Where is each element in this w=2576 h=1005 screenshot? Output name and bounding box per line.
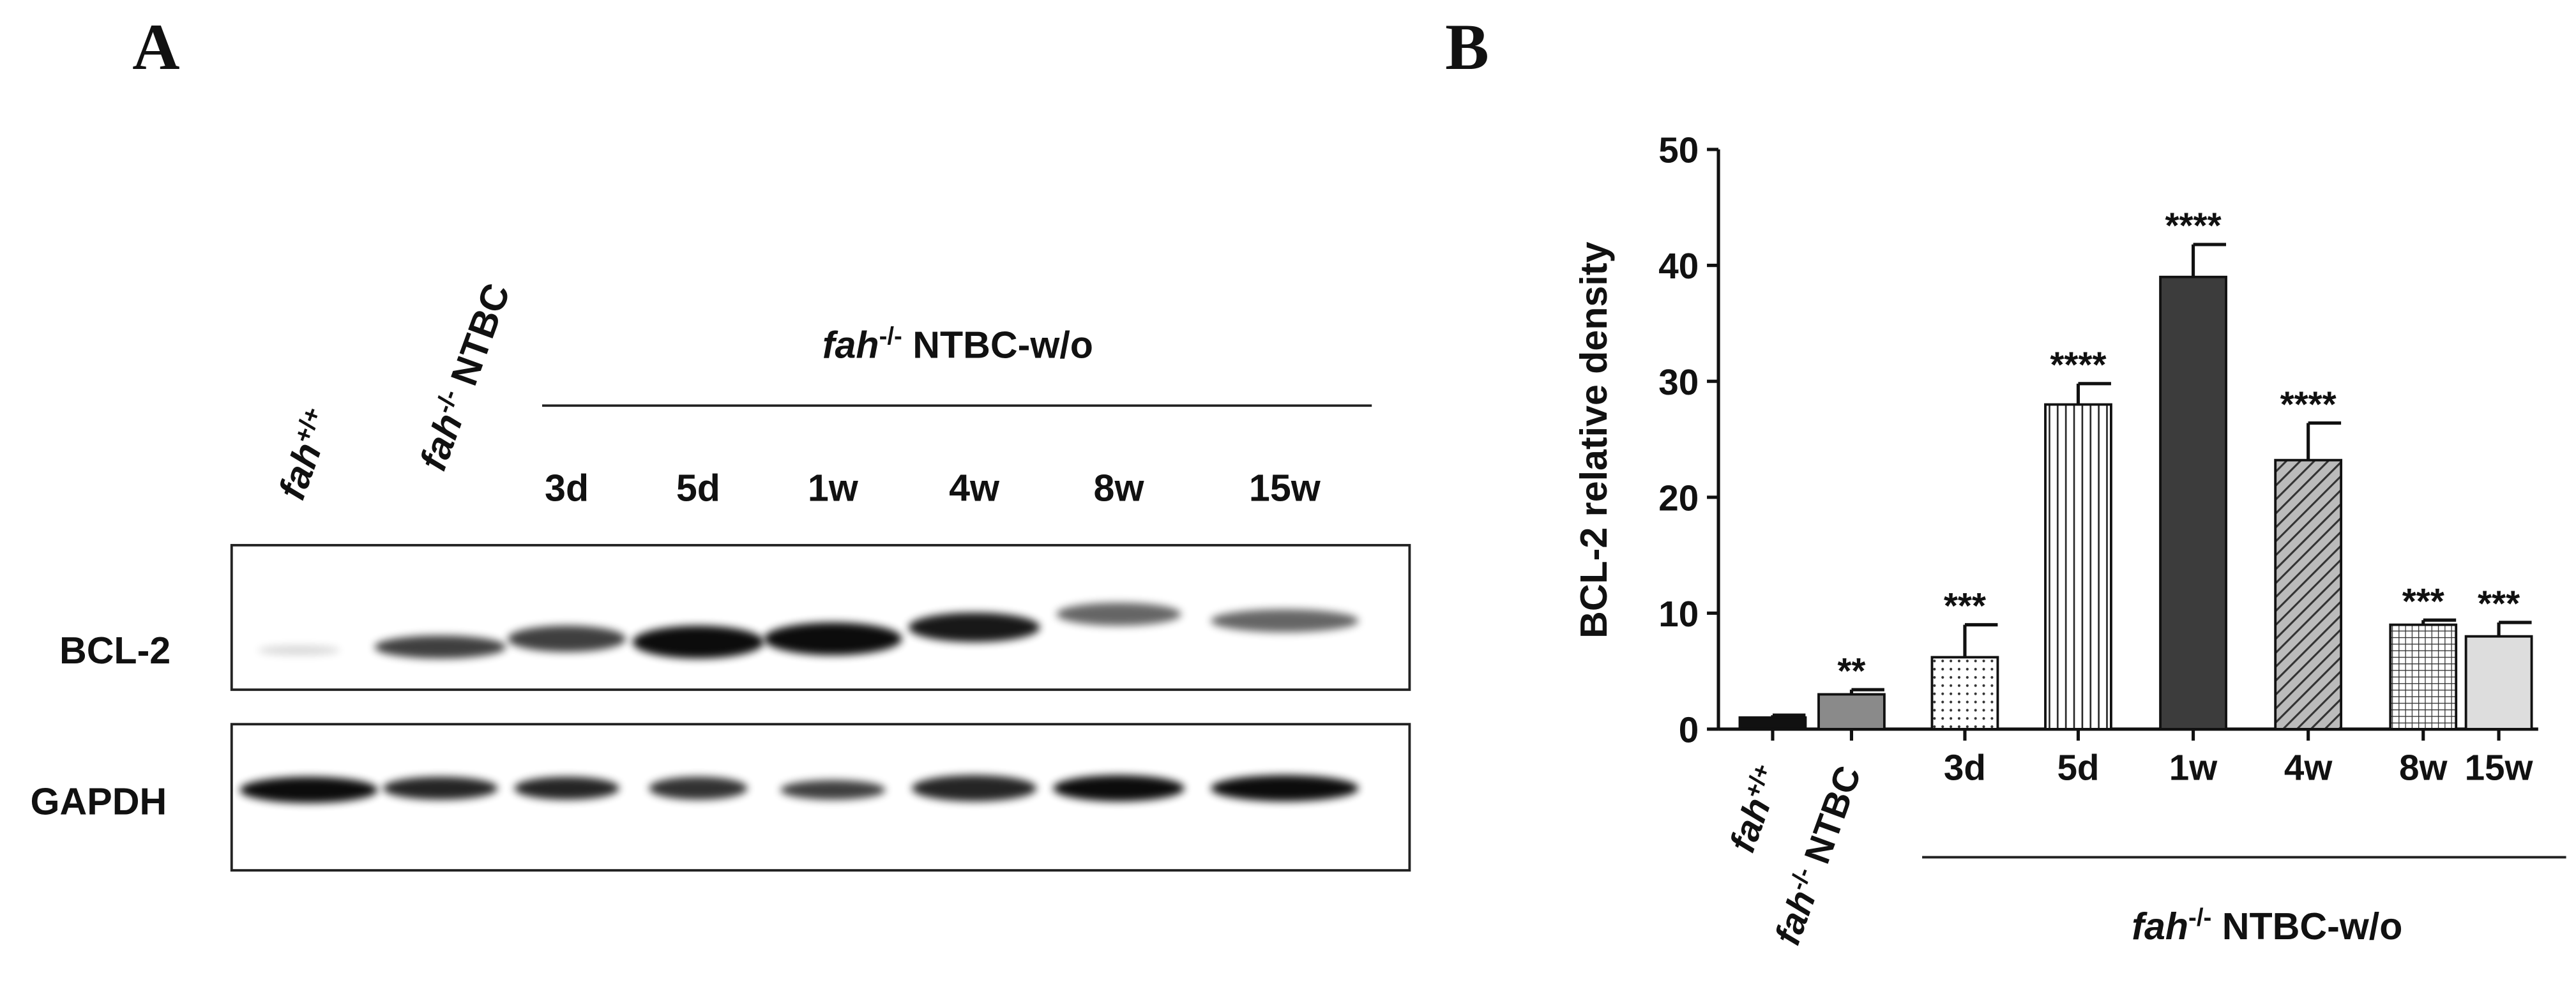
row-label: BCL-2 xyxy=(59,629,170,672)
blot-band xyxy=(257,645,340,656)
y-tick-label: 10 xyxy=(1658,594,1699,634)
error-bar xyxy=(1771,713,1806,718)
blot-band xyxy=(764,622,902,656)
lane-label: 1w xyxy=(808,466,859,509)
y-tick-label: 50 xyxy=(1658,130,1699,170)
significance-label: **** xyxy=(2050,345,2106,385)
blot-band xyxy=(911,775,1037,802)
error-bar xyxy=(1849,688,1884,695)
x-tick-label: fah-/- NTBC xyxy=(1766,760,1869,949)
y-tick-label: 40 xyxy=(1658,246,1699,286)
lane-label: fah-/- NTBC xyxy=(410,277,518,476)
error-bar xyxy=(2307,421,2342,460)
lane-label: fah+/+ xyxy=(269,404,342,505)
bar xyxy=(1817,693,1886,730)
blot-band xyxy=(1211,775,1359,802)
significance-label: *** xyxy=(2402,581,2444,621)
lane-label: 3d xyxy=(545,466,589,509)
lane-label: 5d xyxy=(676,466,720,509)
label-text: NTBC-w/o xyxy=(902,324,1093,366)
x-tick-label: 15w xyxy=(2465,748,2534,788)
y-axis-label: BCL-2 relative density xyxy=(1572,242,1615,639)
error-bar xyxy=(1963,623,1998,658)
bar xyxy=(2044,403,2112,730)
significance-label: *** xyxy=(2478,584,2520,624)
bar xyxy=(1930,656,1999,730)
error-bar xyxy=(2191,243,2227,277)
label-italic: fah xyxy=(822,324,879,366)
label-text: NTBC xyxy=(439,278,519,401)
error-bar xyxy=(2421,618,2457,625)
x-tick-label: 3d xyxy=(1944,748,1986,788)
error-bar xyxy=(2497,621,2532,637)
panel-label: B xyxy=(1445,11,1489,84)
y-tick-label: 30 xyxy=(1658,362,1699,402)
bar xyxy=(2389,623,2458,730)
label-superscript: -/- xyxy=(2188,904,2211,932)
x-tick-label: fah+/+ xyxy=(1720,760,1790,857)
blot-band xyxy=(632,625,764,659)
blot-band xyxy=(514,776,619,800)
lane-label: 15w xyxy=(1249,466,1321,509)
label-italic: fah xyxy=(2132,905,2188,948)
blot-band xyxy=(383,776,498,800)
panel-label: A xyxy=(132,11,179,84)
row-label: GAPDH xyxy=(31,780,167,823)
label-italic: fah xyxy=(1722,792,1778,857)
blot-band xyxy=(374,635,506,659)
group-label: fah-/- NTBC-w/o xyxy=(2132,904,2402,948)
x-tick-label: 1w xyxy=(2169,748,2218,788)
significance-label: *** xyxy=(1944,586,1986,626)
significance-label: **** xyxy=(2280,384,2337,424)
lane-label: 8w xyxy=(1094,466,1145,509)
bar xyxy=(2159,275,2227,730)
label-text: NTBC-w/o xyxy=(2211,905,2402,948)
blot-band xyxy=(780,780,886,800)
label-italic: fah xyxy=(1767,885,1823,949)
lane-label: 4w xyxy=(949,466,1000,509)
y-tick-label: 20 xyxy=(1658,478,1699,518)
x-tick-label: 5d xyxy=(2057,748,2099,788)
x-tick-label: 8w xyxy=(2399,748,2448,788)
x-tick-label: 4w xyxy=(2284,748,2333,788)
blot-band xyxy=(239,776,378,803)
blot-band xyxy=(1053,775,1185,802)
label-text: NTBC xyxy=(1793,760,1868,878)
label-italic: fah xyxy=(270,437,330,505)
significance-label: ** xyxy=(1837,651,1865,691)
blot-band xyxy=(1211,609,1359,633)
bar xyxy=(1738,716,1807,730)
blot-frame xyxy=(230,543,1411,691)
blot-band xyxy=(507,625,626,653)
bar xyxy=(2464,635,2533,730)
blot-band xyxy=(908,612,1040,642)
error-bar xyxy=(2076,382,2111,405)
bar xyxy=(2274,458,2343,730)
significance-label: **** xyxy=(2165,206,2222,246)
label-italic: fah xyxy=(411,408,471,476)
label-superscript: -/- xyxy=(879,322,902,350)
blot-band xyxy=(1056,602,1181,626)
blot-band xyxy=(649,776,748,800)
y-tick-label: 0 xyxy=(1679,710,1699,750)
group-label: fah-/- NTBC-w/o xyxy=(822,322,1093,366)
